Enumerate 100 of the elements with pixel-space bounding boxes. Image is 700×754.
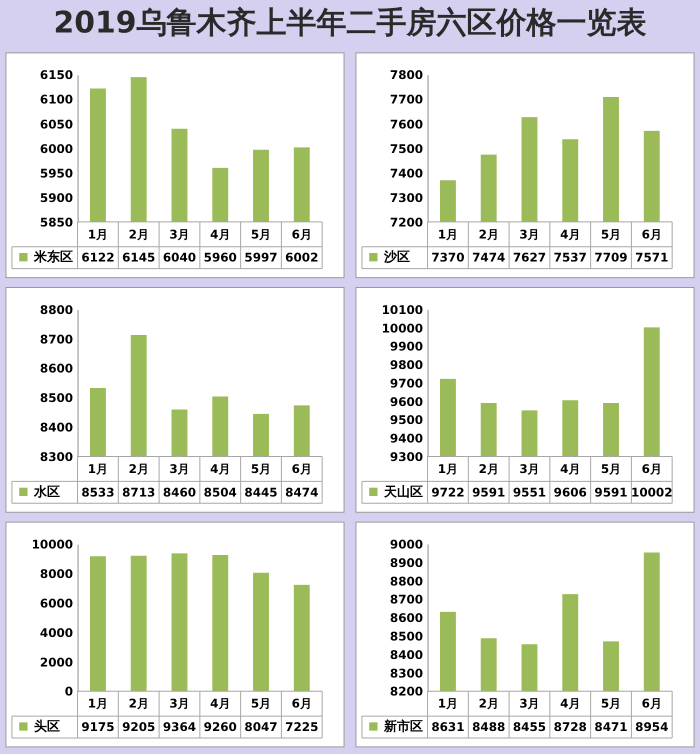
data-label: 9205 [122,720,156,734]
data-label: 9175 [81,720,115,734]
data-label: 8474 [285,485,318,500]
y-tick-label: 8500 [390,629,424,644]
data-label: 6040 [162,250,196,265]
bar [212,554,228,692]
x-tick-label: 6月 [642,696,662,711]
data-label: 8631 [431,720,465,734]
x-tick-label: 2月 [478,462,499,476]
y-tick-label: 8600 [390,611,424,626]
y-tick-label: 9500 [390,413,424,428]
y-tick-label: 7400 [390,166,424,180]
chart-title: 2019乌鲁木齐上半年二手房六区价格一览表 [54,5,646,40]
y-tick-label: 8700 [40,332,74,346]
x-tick-label: 3月 [169,696,190,711]
x-tick-label: 1月 [438,227,458,242]
y-tick-label: 8900 [390,556,424,570]
x-tick-label: 5月 [600,227,622,242]
x-tick-label: 4月 [560,462,580,476]
y-tick-label: 8700 [390,592,424,607]
bar [253,572,269,692]
y-tick-label: 8400 [390,648,424,662]
data-label: 9591 [594,485,628,500]
y-tick-label: 6150 [40,68,74,82]
data-label: 9722 [431,485,465,500]
x-tick-label: 6月 [642,462,662,476]
y-tick-label: 7200 [390,215,424,230]
data-label: 8488 [472,720,506,734]
data-label: 9364 [162,720,196,734]
x-tick-label: 3月 [519,696,540,711]
y-tick-label: 9400 [390,432,424,446]
x-tick-label: 1月 [438,462,458,476]
bar [172,553,188,692]
x-tick-label: 5月 [600,462,622,476]
data-label: 6145 [122,250,156,265]
x-tick-label: 2月 [478,696,499,711]
x-tick-label: 1月 [88,696,108,711]
x-tick-label: 4月 [210,227,230,242]
data-label: 8460 [162,485,196,500]
y-tick-label: 8300 [390,666,424,680]
data-label: 8445 [244,485,278,500]
data-label: 7537 [554,250,587,265]
data-label: 8047 [244,720,278,734]
x-tick-label: 6月 [292,462,312,476]
y-tick-label: 7800 [390,68,424,82]
y-tick-label: 9000 [390,538,424,552]
data-label: 7709 [594,250,628,265]
data-label: 7627 [512,250,546,265]
data-label: 9606 [554,485,587,500]
y-tick-label: 6000 [40,142,74,156]
data-label: 7474 [472,250,506,265]
data-label: 10002 [631,485,673,500]
y-tick-label: 5900 [40,190,74,205]
legend-label: 米东区 [32,249,73,266]
x-tick-label: 5月 [250,462,272,476]
y-tick-label: 8600 [40,362,74,376]
y-tick-label: 9300 [390,450,424,464]
x-tick-label: 4月 [560,227,580,242]
x-tick-label: 5月 [600,696,622,711]
x-tick-label: 6月 [642,227,662,242]
y-tick-label: 7600 [390,117,424,132]
x-tick-label: 1月 [88,462,108,476]
x-tick-label: 5月 [250,696,272,711]
legend-label: 天山区 [382,484,423,500]
y-tick-label: 0 [64,684,74,699]
y-tick-label: 8800 [390,574,424,588]
y-tick-label: 8400 [40,420,74,435]
x-tick-label: 3月 [519,462,540,476]
y-tick-label: 10100 [382,302,424,317]
x-tick-label: 2月 [478,227,499,242]
y-tick-label: 9700 [390,376,424,390]
x-tick-label: 1月 [88,227,108,242]
y-tick-label: 9600 [390,394,424,409]
y-tick-label: 4000 [40,626,74,640]
y-tick-label: 8200 [390,684,424,699]
x-tick-label: 5月 [250,227,272,242]
y-tick-label: 9900 [390,340,424,354]
y-tick-label: 8300 [40,450,74,464]
data-label: 8713 [122,485,156,500]
x-tick-label: 3月 [169,227,190,242]
y-tick-label: 10000 [382,321,424,336]
legend-label: 水区 [32,484,60,500]
y-tick-label: 2000 [40,655,74,670]
y-tick-label: 7300 [390,190,424,205]
data-label: 8471 [594,720,628,734]
y-tick-label: 6100 [40,92,74,107]
x-tick-label: 1月 [438,696,458,711]
data-label: 5997 [244,250,278,265]
y-tick-label: 10000 [32,538,74,552]
x-tick-label: 6月 [292,227,312,242]
bar [294,584,310,692]
data-label: 7225 [285,720,318,734]
data-label: 6002 [285,250,318,265]
x-tick-label: 2月 [128,696,149,711]
x-tick-label: 3月 [169,462,190,476]
data-label: 8504 [204,485,237,500]
x-tick-label: 6月 [292,696,312,711]
y-tick-label: 9800 [390,358,424,372]
data-label: 6122 [81,250,115,265]
legend-label: 头区 [34,719,60,734]
